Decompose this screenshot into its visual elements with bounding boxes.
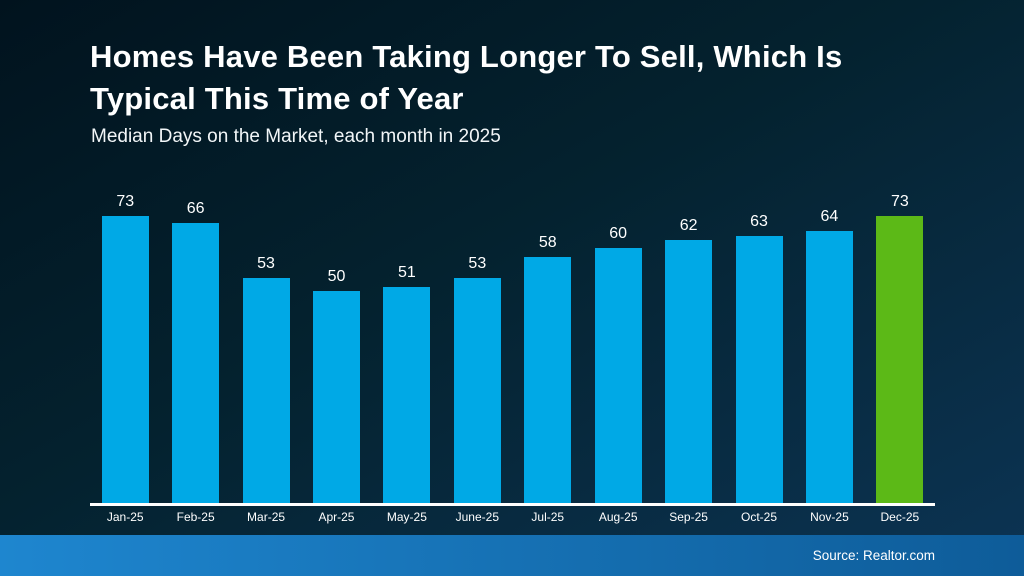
bar-slot: 51	[372, 193, 442, 504]
x-axis-labels: Jan-25 Feb-25 Mar-25 Apr-25 May-25 June-25 Jul…	[90, 510, 935, 524]
bar-value-label: 58	[538, 234, 557, 251]
x-axis-tick-label: Dec-25	[880, 510, 920, 524]
bar	[805, 231, 853, 504]
x-axis-tick-label: Mar-25	[247, 510, 286, 524]
bar-slot: 50	[301, 193, 371, 504]
chart-subtitle: Median Days on the Market, each month in…	[91, 126, 501, 147]
bar-value-label: 66	[186, 200, 205, 217]
bar-highlighted	[876, 216, 924, 504]
bar-value-label: 51	[398, 264, 416, 281]
bar-value-label: 53	[257, 255, 275, 272]
bar-slot: 73	[90, 193, 160, 504]
bar	[735, 236, 783, 504]
bar-value-label: 73	[116, 193, 135, 210]
x-axis-tick-label: Sep-25	[669, 510, 708, 524]
bar-value-label: 73	[890, 193, 909, 210]
bar-slot: 53	[231, 193, 301, 504]
bar-value-label: 64	[820, 208, 839, 225]
bar-value-label: 60	[609, 225, 628, 242]
bar	[453, 278, 501, 504]
bar	[242, 278, 290, 504]
x-axis-tick-label: Nov-25	[810, 510, 849, 524]
bar	[101, 216, 149, 504]
bar-slot: 60	[583, 193, 653, 504]
bar-slot: 64	[794, 193, 864, 504]
bar-value-label: 63	[750, 213, 768, 230]
bar	[172, 223, 220, 504]
bar-slot: 58	[513, 193, 583, 504]
bar-slot: 53	[442, 193, 512, 504]
x-axis-tick-label: Jul-25	[531, 510, 565, 524]
bar-slot: 73	[865, 193, 935, 504]
x-axis-tick-label: Feb-25	[176, 510, 215, 524]
bar-slot: 63	[724, 193, 794, 504]
x-axis-tick-label: May-25	[386, 510, 427, 524]
bar	[665, 240, 713, 504]
bar	[383, 287, 431, 504]
bar	[312, 291, 360, 504]
bar	[524, 257, 572, 504]
bar-value-label: 53	[468, 255, 487, 272]
bar-chart: 73 66 53 50 51 53 58 60 62 63 64 73	[90, 193, 935, 504]
bar-slot: 66	[160, 193, 230, 504]
x-axis-line	[90, 503, 935, 506]
x-axis-tick-label: Oct-25	[741, 510, 778, 524]
bar-value-label: 50	[327, 268, 346, 285]
bar-slot: 62	[653, 193, 723, 504]
x-axis-tick-label: Apr-25	[318, 510, 355, 524]
bar	[594, 248, 642, 504]
x-axis-tick-label: Jan-25	[106, 510, 144, 524]
source-attribution: Source: Realtor.com	[812, 548, 935, 563]
x-axis-tick-label: June-25	[455, 510, 499, 524]
x-axis-tick-label: Aug-25	[598, 510, 638, 524]
bar-value-label: 62	[679, 217, 698, 234]
footer-accent-bar	[0, 535, 1024, 576]
page-title: Homes Have Been Taking Longer To Sell, W…	[90, 39, 843, 116]
